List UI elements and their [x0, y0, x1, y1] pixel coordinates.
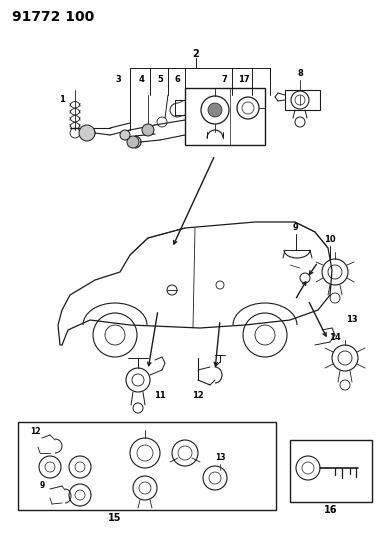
Text: 1: 1 — [59, 95, 65, 104]
Text: 11: 11 — [154, 391, 166, 400]
Text: 6: 6 — [174, 76, 180, 85]
Text: 9: 9 — [293, 223, 299, 232]
Text: 13: 13 — [215, 454, 225, 463]
Text: 4: 4 — [139, 76, 145, 85]
Text: 7: 7 — [221, 76, 227, 85]
Text: 2: 2 — [192, 49, 200, 59]
Text: 17: 17 — [238, 76, 250, 85]
Text: 16: 16 — [324, 505, 338, 515]
Text: 9: 9 — [39, 481, 45, 489]
Bar — [285, 90, 320, 110]
Text: 14: 14 — [329, 334, 341, 343]
Bar — [290, 440, 372, 502]
Circle shape — [208, 103, 222, 117]
Bar — [18, 422, 276, 510]
Text: 91772 100: 91772 100 — [12, 10, 94, 24]
Text: 3: 3 — [115, 76, 121, 85]
Circle shape — [142, 124, 154, 136]
Text: 5: 5 — [157, 76, 163, 85]
Text: 12: 12 — [30, 427, 40, 437]
Circle shape — [79, 125, 95, 141]
Text: 10: 10 — [324, 236, 336, 245]
Bar — [185, 88, 265, 145]
Text: 15: 15 — [108, 513, 122, 523]
Text: 13: 13 — [346, 316, 358, 325]
Text: 12: 12 — [192, 391, 204, 400]
Circle shape — [127, 136, 139, 148]
Circle shape — [120, 130, 130, 140]
Text: 8: 8 — [297, 69, 303, 78]
